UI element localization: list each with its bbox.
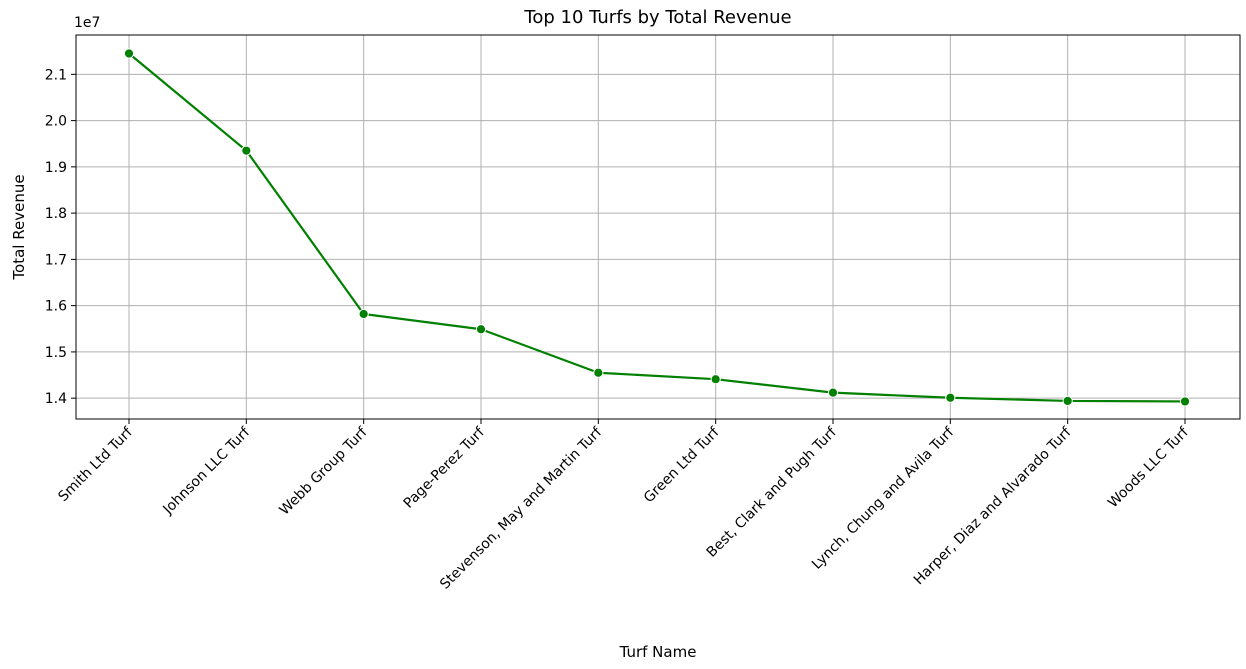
- y-tick-label: 1.6: [45, 299, 67, 315]
- x-tick-label: Green Ltd Turf: [641, 424, 723, 506]
- y-tick-label: 1.5: [45, 345, 67, 361]
- y-tick-label: 1.9: [45, 160, 67, 176]
- series-line: [128, 52, 1186, 403]
- y-tick-label: 1.4: [45, 391, 67, 407]
- data-point: [593, 367, 604, 378]
- y-tick-label: 2.0: [45, 114, 67, 130]
- data-point: [945, 392, 956, 403]
- x-tick-label: Webb Group Turf: [277, 424, 372, 519]
- data-point: [1062, 395, 1073, 407]
- x-tick-label: Lynch, Chung and Avila Turf: [809, 424, 958, 573]
- y-tick-label: 1.8: [45, 206, 67, 222]
- y-tick-label: 1.7: [45, 252, 67, 268]
- x-tick-label: Page-Perez Turf: [401, 424, 489, 512]
- series-layer: [123, 48, 1191, 407]
- data-point: [358, 308, 369, 320]
- grid: [76, 35, 1240, 419]
- data-point: [1179, 396, 1191, 407]
- x-tick-label: Woods LLC Turf: [1105, 424, 1192, 511]
- data-point: [710, 374, 721, 385]
- chart-title: Top 10 Turfs by Total Revenue: [523, 7, 791, 28]
- y-axis-title: Total Revenue: [10, 174, 28, 280]
- y-axis-offset-label: 1e7: [74, 15, 100, 31]
- x-tick-label: Johnson LLC Turf: [160, 424, 254, 518]
- data-point: [827, 387, 839, 398]
- axes-ticks: Smith Ltd Turf Johnson LLC Turf Webb Group…: [45, 67, 1193, 592]
- data-point: [123, 48, 135, 59]
- x-tick-label: Smith Ltd Turf: [55, 424, 136, 505]
- plot-frame: [75, 34, 1241, 420]
- data-point: [475, 324, 487, 335]
- data-point: [241, 145, 252, 156]
- x-axis-title: Turf Name: [619, 643, 697, 661]
- x-tick-label: Best, Clark and Pugh Turf: [704, 424, 841, 561]
- y-tick-label: 2.1: [45, 67, 67, 83]
